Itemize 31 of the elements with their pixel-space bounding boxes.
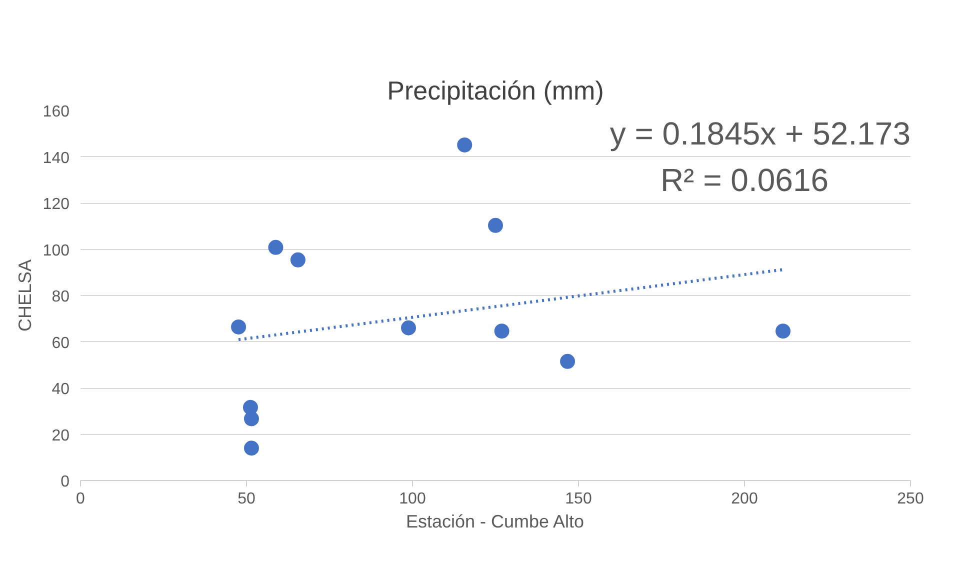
point (457, 137, 472, 152)
point (231, 319, 246, 334)
x-tick-label: 100 (399, 490, 426, 508)
point (494, 324, 510, 339)
x-tick-label: 0 (76, 490, 86, 508)
point (244, 440, 259, 456)
point (488, 218, 503, 233)
y-tick-label: 100 (42, 242, 70, 260)
x-tick-label: 50 (238, 490, 256, 508)
chart-title: Precipitación (mm) (387, 76, 604, 106)
y-tick-label: 0 (60, 474, 70, 490)
x-tick-label: 200 (731, 490, 758, 508)
point (244, 411, 259, 426)
point (776, 324, 791, 339)
y-tick-label: 20 (52, 427, 70, 444)
point (401, 320, 416, 336)
annotation: y = 0.1845x + 52.173 (610, 116, 910, 152)
y-tick-label: 160 (42, 104, 70, 120)
point (268, 240, 284, 255)
x-tick-label: 250 (897, 490, 924, 508)
y-tick-label: 60 (52, 334, 70, 352)
annotation: R² = 0.0616 (660, 162, 829, 198)
y-tick-label: 40 (52, 381, 70, 398)
x-tick-label: 150 (565, 490, 592, 508)
y-tick-label: 120 (42, 196, 70, 213)
point (290, 252, 306, 268)
point (560, 354, 576, 369)
y-tick-label: 80 (52, 288, 70, 306)
x-axis-title: Estación - Cumbe Alto (406, 512, 584, 532)
y-tick-label: 140 (42, 150, 70, 167)
y-axis-title: CHELSA (14, 259, 35, 332)
